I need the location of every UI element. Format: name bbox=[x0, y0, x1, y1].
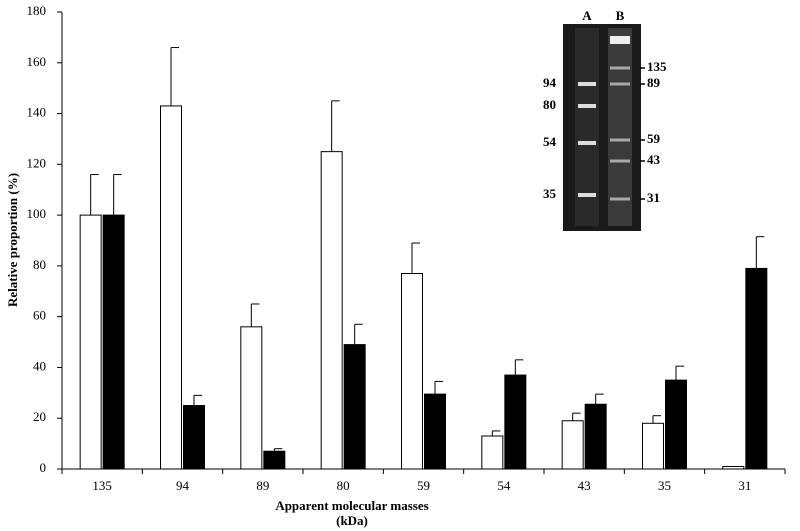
bar bbox=[343, 344, 366, 470]
marker-label: 89 bbox=[647, 75, 661, 90]
y-axis-title: Relative proportion (%) bbox=[5, 173, 20, 307]
marker-label: 54 bbox=[543, 134, 557, 149]
y-tick-label: 80 bbox=[33, 257, 46, 272]
bar bbox=[240, 326, 263, 470]
bar bbox=[665, 379, 687, 470]
bar bbox=[424, 393, 446, 470]
y-tick-label: 140 bbox=[27, 105, 47, 120]
marker-label: 80 bbox=[543, 97, 556, 112]
gel-band bbox=[578, 141, 596, 145]
lane-label: A bbox=[582, 8, 592, 23]
bar bbox=[102, 214, 125, 470]
x-tick-label: 54 bbox=[497, 478, 511, 493]
bar bbox=[79, 214, 102, 470]
marker-label: 31 bbox=[647, 190, 660, 205]
x-tick-label: 89 bbox=[256, 478, 269, 493]
bar bbox=[183, 405, 205, 470]
y-tick-label: 40 bbox=[33, 358, 46, 373]
x-axis-title: Apparent molecular masses bbox=[275, 498, 428, 513]
marker-label: 59 bbox=[647, 131, 661, 146]
y-tick-label: 160 bbox=[27, 54, 47, 69]
gel-band bbox=[610, 197, 630, 201]
y-tick-label: 100 bbox=[27, 206, 47, 221]
y-tick-label: 20 bbox=[33, 409, 46, 424]
gel-band bbox=[610, 159, 630, 163]
x-tick-label: 59 bbox=[417, 478, 430, 493]
bar bbox=[401, 273, 423, 470]
y-tick-label: 120 bbox=[27, 155, 47, 170]
bar bbox=[642, 422, 664, 470]
gel-band bbox=[578, 82, 596, 86]
gel-band bbox=[578, 193, 596, 197]
y-tick-label: 60 bbox=[33, 308, 46, 323]
bar bbox=[481, 435, 504, 470]
y-tick-label: 0 bbox=[40, 460, 47, 475]
x-tick-label: 35 bbox=[658, 478, 671, 493]
y-tick-label: 180 bbox=[27, 3, 47, 18]
bar bbox=[160, 105, 182, 470]
x-tick-label: 80 bbox=[337, 478, 350, 493]
lane-label: B bbox=[616, 8, 625, 23]
bar bbox=[504, 374, 527, 470]
bar bbox=[263, 450, 286, 470]
bar bbox=[561, 420, 584, 470]
gel-band bbox=[610, 82, 630, 86]
marker-label: 135 bbox=[647, 59, 667, 74]
gel-lane bbox=[608, 28, 632, 226]
bar bbox=[320, 151, 343, 470]
x-tick-label: 135 bbox=[92, 478, 112, 493]
x-tick-label: 94 bbox=[176, 478, 190, 493]
gel-band bbox=[610, 138, 630, 142]
gel-band bbox=[610, 36, 630, 44]
bar bbox=[584, 403, 607, 470]
gel-band bbox=[578, 104, 596, 108]
bar bbox=[722, 465, 745, 470]
bar bbox=[745, 267, 768, 470]
x-tick-label: 31 bbox=[738, 478, 751, 493]
marker-label: 35 bbox=[543, 186, 557, 201]
x-axis-unit: (kDa) bbox=[336, 513, 368, 528]
marker-label: 94 bbox=[543, 75, 557, 90]
marker-label: 43 bbox=[647, 152, 661, 167]
gel-band bbox=[610, 66, 630, 70]
x-tick-label: 43 bbox=[578, 478, 591, 493]
